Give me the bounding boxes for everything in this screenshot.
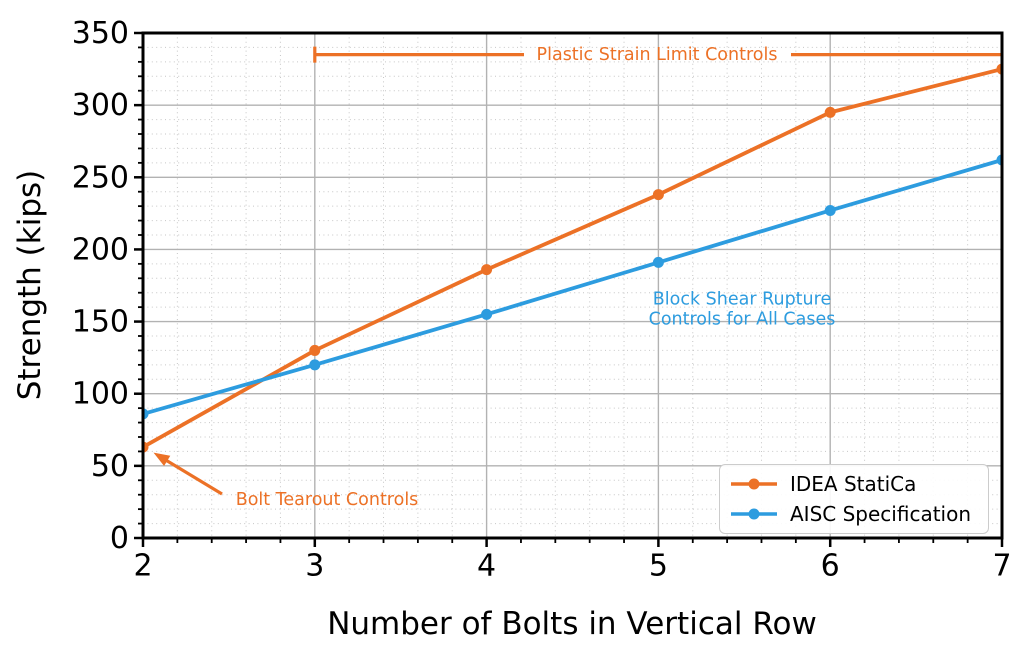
y-tick-label: 0 xyxy=(110,521,129,556)
legend-item-idea-statica: IDEA StatiCa xyxy=(730,472,978,496)
y-tick-label: 150 xyxy=(72,305,129,340)
major-gridlines xyxy=(142,32,1003,539)
x-tick-label: 4 xyxy=(477,549,496,584)
data-point xyxy=(481,264,493,276)
x-tick-label: 7 xyxy=(992,549,1011,584)
series-idea-statica xyxy=(143,63,1002,453)
annotation-block-shear-line2: Controls for All Cases xyxy=(648,309,836,329)
annotation-block-shear-line1: Block Shear Rupture xyxy=(652,289,832,310)
y-tick-label: 350 xyxy=(72,16,129,51)
data-point xyxy=(309,344,321,356)
legend-label-aisc: AISC Specification xyxy=(790,502,972,526)
x-axis-label: Number of Bolts in Vertical Row xyxy=(327,606,817,642)
minor-gridlines xyxy=(143,33,1002,538)
y-tick-label: 100 xyxy=(72,377,129,412)
annotation-bolt-tearout: Bolt Tearout Controls xyxy=(235,490,419,510)
legend-swatch-idea-statica xyxy=(731,478,777,490)
axis-ticks xyxy=(134,31,1004,547)
bolt-tearout-arrow xyxy=(153,452,223,496)
data-point xyxy=(824,204,836,216)
x-tick-label: 2 xyxy=(133,549,152,584)
legend-item-aisc: AISC Specification xyxy=(730,502,978,526)
x-tick-label: 3 xyxy=(305,549,324,584)
y-tick-label: 250 xyxy=(72,160,129,195)
annotation-block-shear: Block Shear Rupture Controls for All Cas… xyxy=(649,290,836,329)
data-point xyxy=(824,106,836,118)
annotation-plastic-strain-limit: Plastic Strain Limit Controls xyxy=(536,45,778,65)
legend-swatch-aisc xyxy=(731,508,777,520)
y-tick-label: 300 xyxy=(72,88,129,123)
y-axis-label: Strength (kips) xyxy=(12,169,48,401)
y-tick-label: 200 xyxy=(72,232,129,267)
legend-label-idea-statica: IDEA StatiCa xyxy=(790,472,917,496)
plastic-strain-limit-line xyxy=(313,46,1002,63)
legend: IDEA StatiCa AISC Specification xyxy=(719,464,989,534)
data-point xyxy=(481,308,493,320)
x-tick-label: 6 xyxy=(821,549,840,584)
data-point xyxy=(652,189,664,201)
data-point xyxy=(652,256,664,268)
series-aisc-specification xyxy=(143,154,1002,420)
y-tick-label: 50 xyxy=(91,449,129,484)
axes-spines xyxy=(141,31,1004,540)
x-tick-labels: 2 3 4 5 6 7 xyxy=(133,549,1011,584)
y-tick-labels: 0 50 100 150 200 250 300 350 xyxy=(72,16,129,556)
x-tick-label: 5 xyxy=(649,549,668,584)
data-point xyxy=(309,359,321,371)
